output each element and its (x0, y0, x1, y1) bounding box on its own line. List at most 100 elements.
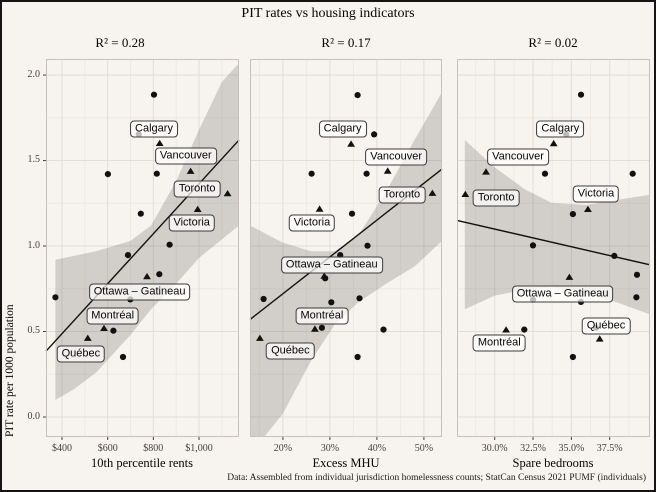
data-point-triangle (383, 167, 392, 174)
facet-label-r2-2: R² = 0.17 (321, 35, 371, 50)
facet-panel-excess-mhu: Calgary Vancouver Toronto Victoria Ottawa – … (249, 59, 443, 440)
data-point-triangle (315, 205, 324, 212)
x-tick-label: 20% (273, 443, 293, 454)
x-axis-title-3: Spare bedrooms (512, 456, 594, 470)
y-tick-label: 2.0 (27, 68, 41, 80)
x-tick-label: 30.0% (481, 443, 508, 454)
data-point-dot (153, 170, 160, 177)
data-point-dot (104, 171, 111, 178)
x-tick-label: 40% (367, 443, 387, 454)
data-point-dot (52, 294, 59, 301)
y-tick-label: 0.0 (27, 410, 41, 422)
x-tick-label: 37.5% (596, 443, 623, 454)
data-point-dot (577, 91, 585, 98)
y-tick-label: 1.0 (27, 239, 41, 251)
city-label: Ottawa – Gatineau (511, 285, 614, 303)
data-point-dot (110, 327, 117, 334)
data-point-triangle (223, 190, 232, 197)
chart-title: PIT rates vs housing indicators (241, 6, 415, 21)
city-label: Ottawa – Gatineau (280, 256, 383, 274)
confidence-band (464, 140, 650, 315)
data-point-triangle (461, 190, 470, 197)
x-tick-label: $800 (143, 443, 164, 454)
city-label: Québec (56, 345, 106, 363)
data-point-triangle (143, 272, 151, 280)
data-point-triangle (482, 168, 490, 175)
data-point-dot (529, 242, 537, 249)
data-source-caption: Data: Assembled from individual jurisdic… (227, 473, 646, 483)
data-point-dot (569, 353, 576, 361)
data-point-dot (354, 92, 361, 99)
data-point-dot (337, 252, 344, 259)
panel-border (457, 59, 650, 437)
panel-plot-svg (43, 59, 240, 440)
city-label: Québec (581, 317, 631, 335)
data-point-triangle (502, 326, 510, 333)
data-point-triangle (320, 272, 329, 279)
data-point-dot (260, 295, 267, 303)
data-point-dot (611, 252, 618, 259)
data-point-dot (356, 295, 363, 302)
data-point-triangle (347, 140, 355, 147)
data-point-triangle (428, 189, 437, 196)
data-point-dot (124, 252, 132, 259)
regression-line (45, 139, 240, 352)
city-label: Montréal (472, 334, 526, 352)
data-point-triangle (549, 139, 558, 147)
x-axis-title-1: 10th percentile rents (90, 456, 194, 470)
data-point-triangle (595, 335, 604, 342)
y-tick-label: 0.5 (27, 325, 41, 336)
city-label: Toronto (173, 180, 221, 198)
x-axis-title-2: Excess MHU (312, 456, 380, 470)
data-point-dot (633, 294, 640, 301)
data-point-dot (541, 170, 549, 177)
data-point-dot (363, 170, 370, 177)
panel-border (46, 59, 239, 437)
data-point-dot (371, 131, 378, 138)
data-point-dot (328, 299, 335, 306)
data-point-dot (569, 211, 576, 218)
data-point-dot (364, 242, 371, 249)
x-tick-label: 50% (414, 443, 434, 454)
data-point-dot (150, 91, 158, 98)
city-label: Toronto (378, 186, 426, 204)
data-point-dot (318, 324, 325, 331)
data-point-dot (119, 353, 127, 361)
data-point-dot (156, 271, 163, 278)
city-label: Vancouver (154, 147, 217, 165)
city-label: Montréal (86, 307, 140, 325)
data-point-dot (380, 326, 387, 333)
city-label: Québec (266, 342, 315, 360)
x-tick-label: $400 (52, 443, 72, 454)
data-point-dot (354, 353, 361, 361)
panel-plot-svg (249, 59, 443, 440)
facet-label-r2-1: R² = 0.28 (95, 35, 145, 50)
data-point-triangle (256, 334, 264, 341)
city-label: Vancouver (487, 148, 549, 166)
data-point-triangle (311, 325, 319, 332)
data-point-triangle (193, 205, 202, 212)
facet-panel-spare-bedrooms: Calgary Vancouver Toronto Victoria Ottawa – … (456, 59, 651, 440)
facet-label-r2-3: R² = 0.02 (528, 35, 578, 50)
data-point-triangle (83, 334, 92, 341)
city-label: Calgary (536, 120, 585, 138)
x-tick-label: 35.0% (558, 443, 585, 454)
regression-line (456, 219, 651, 266)
x-tick-label: $600 (97, 443, 118, 454)
city-label: Victoria (168, 214, 215, 232)
x-tick-label: 30% (320, 443, 340, 454)
data-point-triangle (565, 273, 574, 280)
city-label: Montréal (295, 307, 349, 325)
x-tick-label: $1,000 (185, 443, 213, 454)
data-point-triangle (155, 139, 164, 146)
data-point-dot (166, 241, 173, 248)
city-label: Ottawa – Gatineau (88, 283, 191, 301)
y-tick-label: 1.5 (27, 154, 41, 166)
data-point-triangle (186, 167, 195, 174)
city-label: Calgary (318, 120, 367, 138)
facet-panel-rents: Calgary Vancouver Toronto Victoria Ottawa – … (43, 59, 240, 440)
city-label: Vancouver (365, 148, 428, 166)
city-label: Victoria (288, 214, 336, 232)
data-point-triangle (100, 324, 108, 331)
